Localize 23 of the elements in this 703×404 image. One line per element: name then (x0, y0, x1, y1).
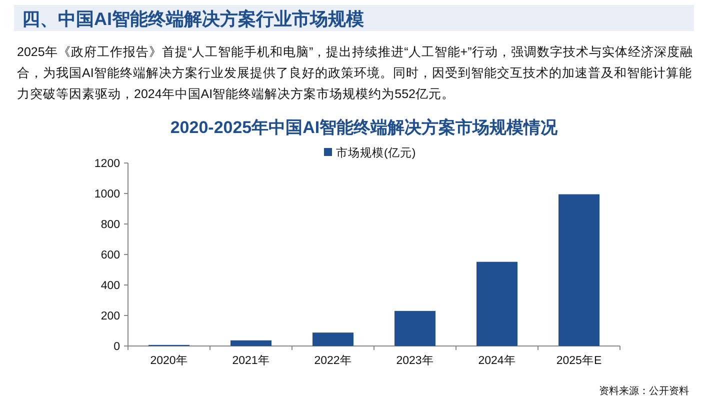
chart-title: 2020-2025年中国AI智能终端解决方案市场规模情况 (170, 117, 559, 137)
text: 资料来源：公开资料 (599, 384, 689, 398)
y-tick-label: 600 (100, 250, 120, 262)
x-tick-label: 2023年 (396, 354, 434, 367)
x-tick-label: 2020年 (150, 354, 188, 367)
y-tick-label: 200 (100, 310, 120, 322)
y-tick-label: 1200 (94, 158, 120, 170)
y-tick-label: 400 (100, 280, 120, 292)
bar (312, 332, 354, 346)
y-tick-label: 1000 (94, 188, 120, 200)
x-tick-label: 2021年 (232, 354, 270, 367)
y-tick-label: 0 (114, 341, 120, 353)
x-tick-label: 2024年 (478, 354, 516, 367)
text: 四、中国AI智能终端解决方案行业市场规模 (22, 8, 364, 31)
y-tick-label: 800 (100, 219, 120, 231)
text: 2025年《政府工作报告》首提“人工智能手机和电脑”，提出持续推进“人工智能+”行动，强调数字技术与实体经济深度融合，为我国AI智能终端解决方案行业发展提供了良好的政策环境。同时，因受到智能交互技术的加速普及和智能计算能力突破等因素驱动，2024年中国AI智能终端解决方案市场规模约为552亿元。 (17, 44, 694, 103)
legend-label: 市场规模(亿元) (336, 146, 416, 160)
x-tick-label: 2022年 (314, 354, 352, 367)
x-tick-label: 2025年E (556, 354, 602, 367)
bar (394, 310, 436, 346)
bar (558, 194, 600, 346)
bar (230, 340, 272, 346)
bar (476, 262, 518, 346)
